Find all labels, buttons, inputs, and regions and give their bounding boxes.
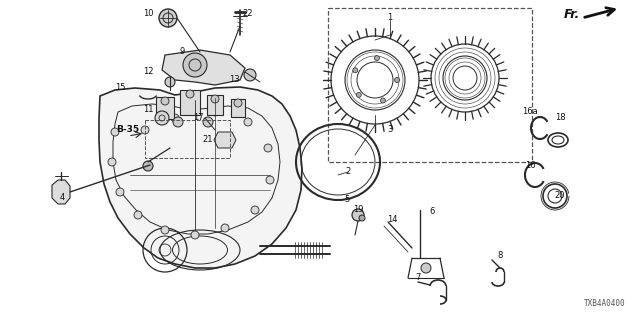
Text: 7: 7 [415, 274, 420, 283]
Circle shape [171, 114, 179, 122]
Circle shape [394, 77, 399, 83]
Text: 15: 15 [115, 84, 125, 92]
Bar [207, 95, 223, 115]
Circle shape [183, 53, 207, 77]
Circle shape [264, 144, 272, 152]
Text: 22: 22 [243, 10, 253, 19]
Circle shape [155, 111, 169, 125]
Text: B-35: B-35 [116, 125, 140, 134]
Text: TXB4A0400: TXB4A0400 [584, 299, 625, 308]
Text: 6: 6 [429, 207, 435, 217]
Bar [156, 97, 174, 119]
Text: 10: 10 [143, 10, 153, 19]
Circle shape [116, 188, 124, 196]
Text: 2: 2 [346, 167, 351, 177]
Text: 4: 4 [60, 194, 65, 203]
Polygon shape [162, 50, 245, 85]
Text: 14: 14 [387, 215, 397, 225]
Text: 1: 1 [387, 13, 392, 22]
Circle shape [111, 128, 119, 136]
Circle shape [186, 90, 194, 98]
Circle shape [234, 99, 242, 107]
Circle shape [374, 56, 380, 60]
Bar [231, 99, 245, 117]
Circle shape [143, 161, 153, 171]
Circle shape [211, 108, 219, 116]
Text: 8: 8 [497, 251, 502, 260]
Circle shape [221, 224, 229, 232]
Text: 12: 12 [143, 68, 153, 76]
Circle shape [211, 95, 219, 103]
Text: 20: 20 [555, 190, 565, 199]
Circle shape [244, 69, 256, 81]
Circle shape [165, 77, 175, 87]
Circle shape [421, 263, 431, 273]
Circle shape [161, 226, 169, 234]
Text: 19: 19 [353, 205, 364, 214]
Text: 16a: 16a [522, 108, 538, 116]
Text: 17: 17 [193, 114, 204, 123]
Bar [180, 90, 200, 115]
Circle shape [161, 97, 169, 105]
Text: 5: 5 [344, 196, 349, 204]
Circle shape [356, 92, 361, 97]
Circle shape [134, 211, 142, 219]
Polygon shape [214, 132, 236, 148]
Circle shape [352, 209, 364, 221]
Circle shape [353, 68, 358, 73]
Text: 18: 18 [555, 114, 565, 123]
Circle shape [108, 158, 116, 166]
Text: 21: 21 [203, 135, 213, 145]
Circle shape [173, 117, 183, 127]
Circle shape [266, 176, 274, 184]
Circle shape [159, 9, 177, 27]
Circle shape [244, 118, 252, 126]
Text: 13: 13 [228, 76, 239, 84]
Polygon shape [99, 87, 302, 268]
Circle shape [359, 215, 365, 221]
Text: 9: 9 [179, 47, 184, 57]
Circle shape [203, 117, 213, 127]
Text: Fr.: Fr. [564, 7, 580, 20]
Text: 11: 11 [143, 106, 153, 115]
Bar [145, 120, 230, 158]
Circle shape [251, 206, 259, 214]
Polygon shape [52, 180, 70, 204]
Circle shape [141, 126, 149, 134]
Circle shape [380, 98, 385, 103]
Text: 16: 16 [525, 161, 535, 170]
Text: 3: 3 [387, 125, 393, 134]
Circle shape [191, 231, 199, 239]
